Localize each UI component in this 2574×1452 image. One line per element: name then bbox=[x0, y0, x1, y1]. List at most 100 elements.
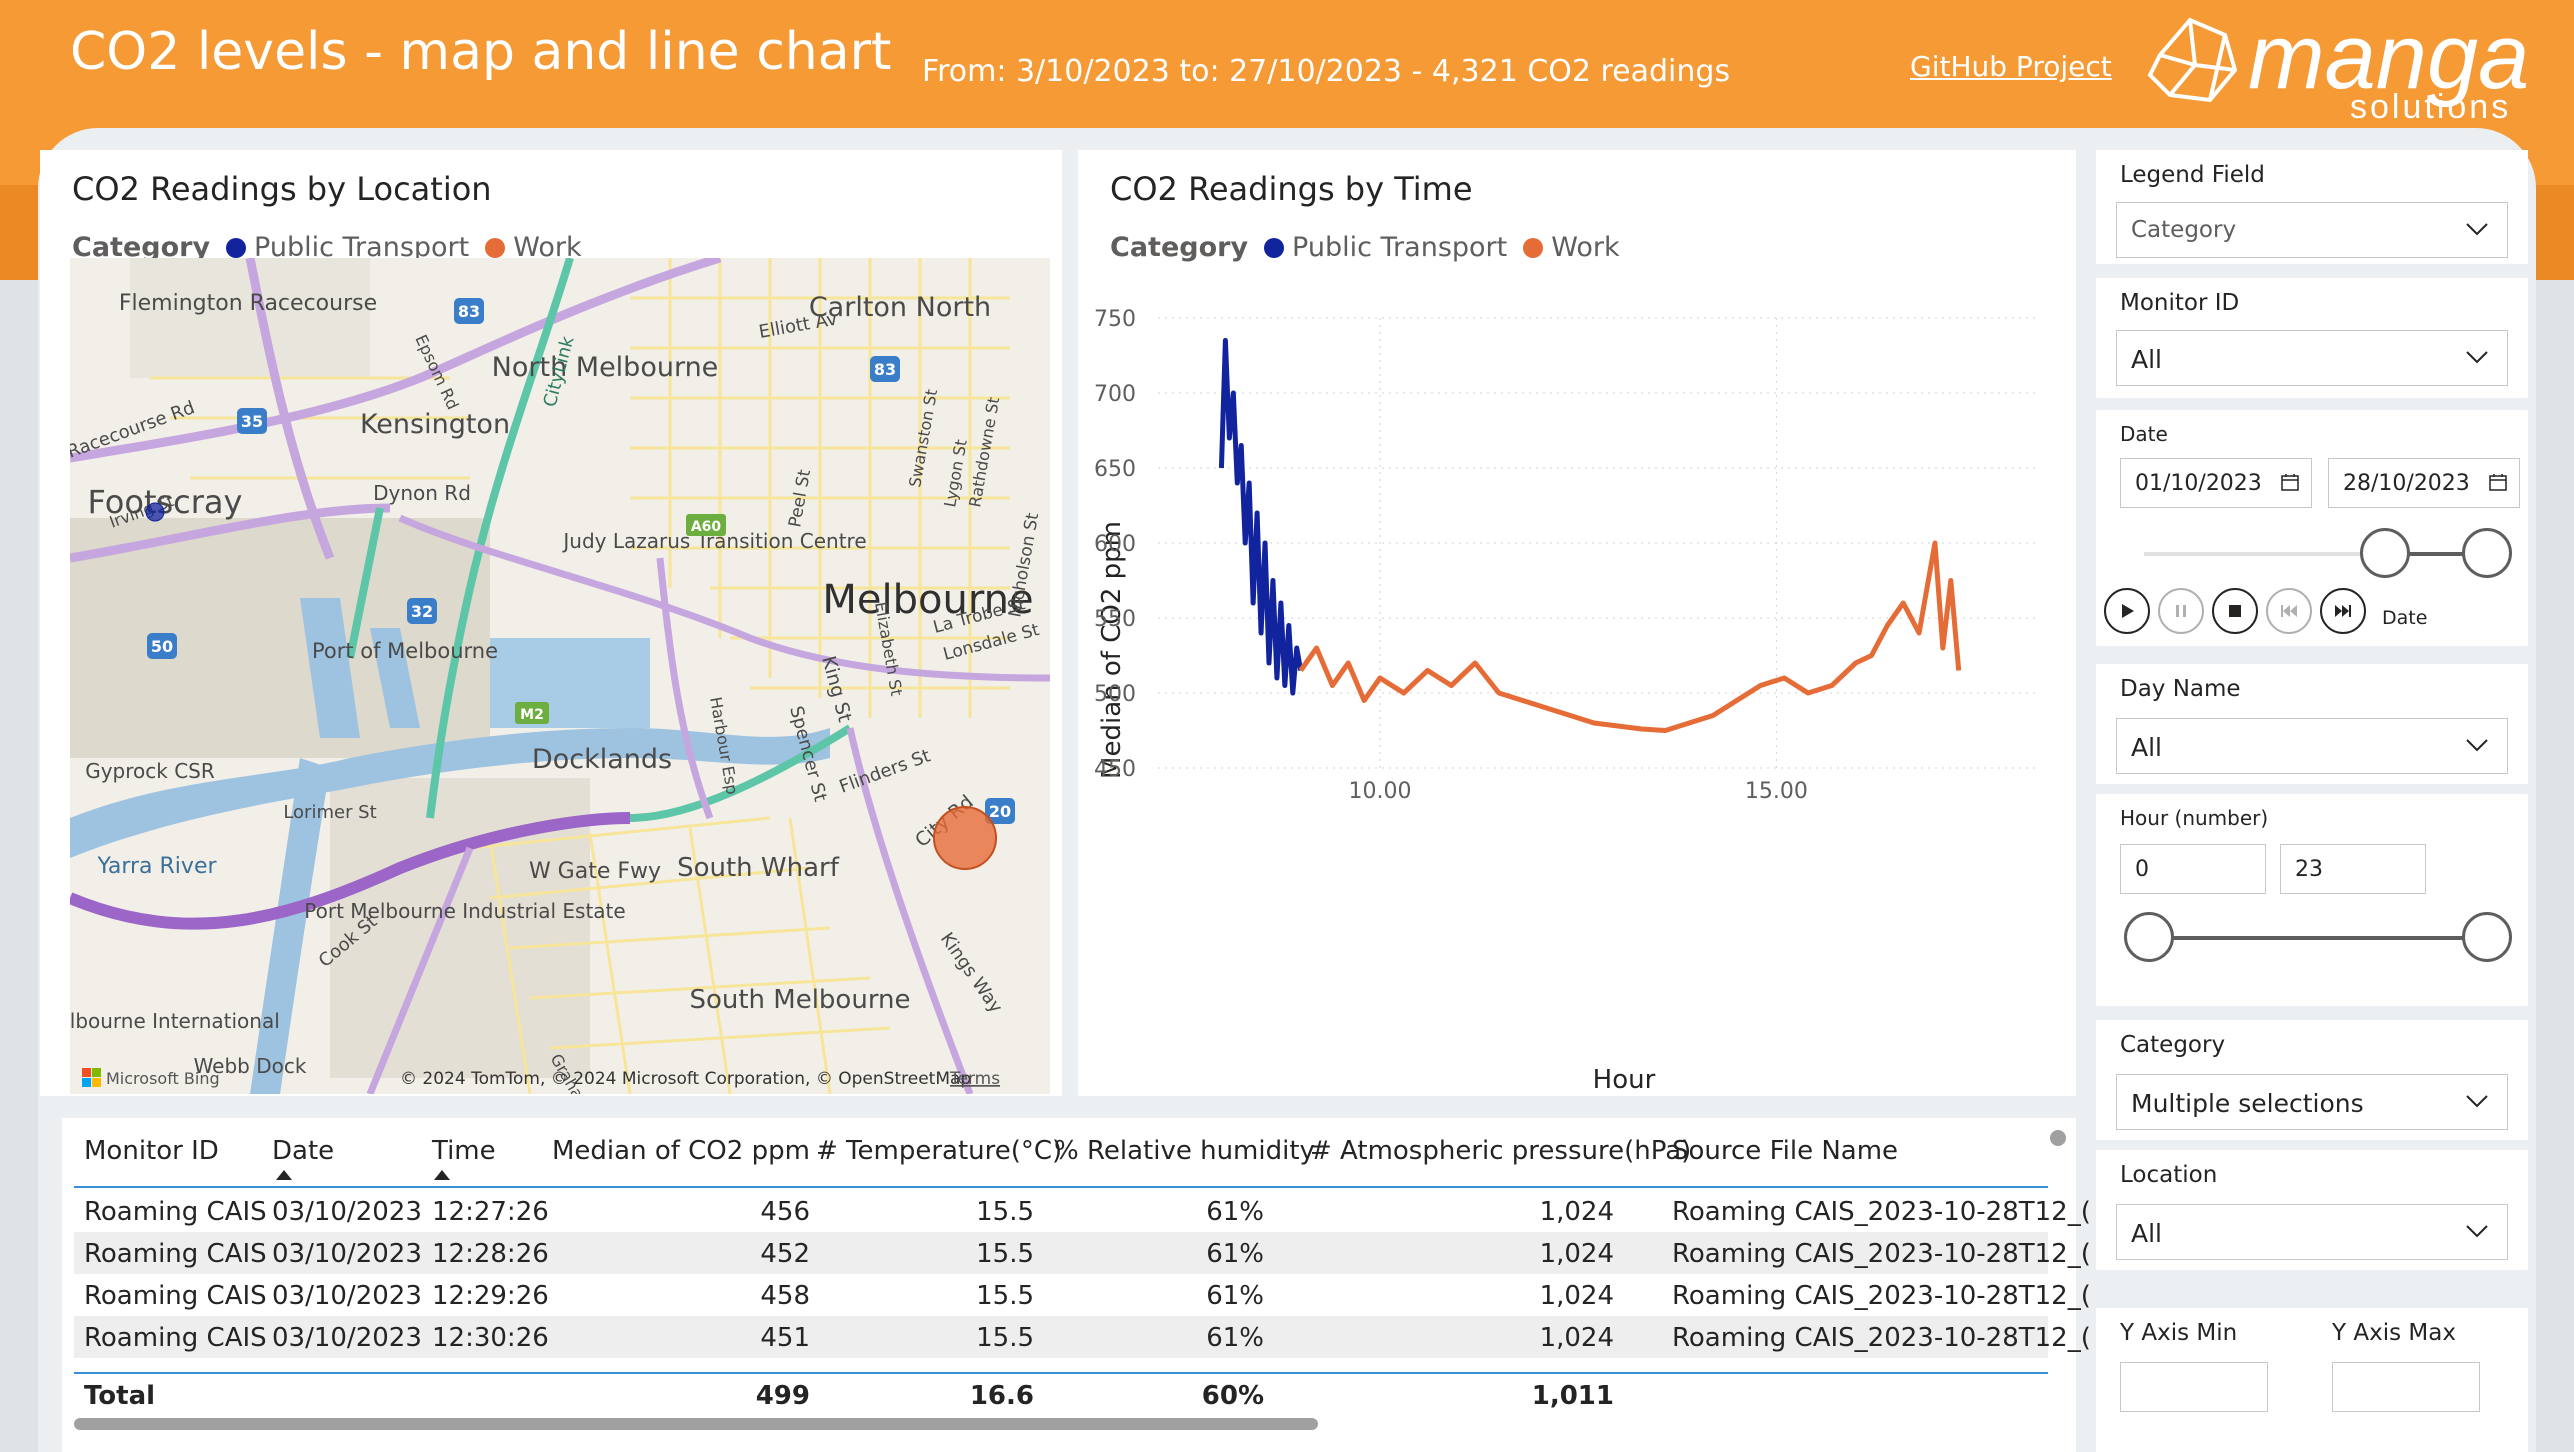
y-axis-min-title: Y Axis Min bbox=[2120, 1320, 2238, 1346]
map-label-flemington: Flemington Racecourse bbox=[119, 291, 377, 316]
location-title: Location bbox=[2120, 1162, 2218, 1188]
map-bubble-work[interactable] bbox=[933, 806, 997, 870]
manga-logo-mark-icon bbox=[2147, 17, 2238, 103]
hour-title: Hour (number) bbox=[2120, 806, 2269, 830]
map-label-port-melbourne: Port Melbourne Industrial Estate bbox=[304, 899, 625, 923]
hour-max-input[interactable]: 23 bbox=[2280, 844, 2426, 894]
location-dropdown[interactable]: All bbox=[2116, 1204, 2508, 1260]
y-axis-max-input[interactable] bbox=[2332, 1362, 2480, 1412]
date-slider-track[interactable] bbox=[2144, 552, 2486, 556]
road-shield-icon: M2 bbox=[515, 702, 549, 724]
table-row[interactable]: Roaming CAIS 03/10/2023 12:30:26 451 15.5 61%… bbox=[74, 1316, 2091, 1358]
hour-slider-track[interactable] bbox=[2150, 936, 2486, 940]
series-line-work[interactable] bbox=[1298, 540, 1962, 733]
map-bing-text: Microsoft Bing bbox=[106, 1069, 220, 1088]
data-table-card bbox=[62, 1118, 2076, 1452]
legend-field-dropdown[interactable]: Category bbox=[2116, 202, 2508, 258]
legend-dot-public-transport-icon bbox=[226, 237, 247, 258]
cell-temperature: 15.5 bbox=[976, 1239, 1034, 1269]
total-divider bbox=[74, 1372, 2048, 1374]
col-source-file[interactable]: Source File Name bbox=[1672, 1136, 1899, 1166]
road-shield-icon: 35 bbox=[237, 408, 267, 434]
col-median-co2[interactable]: Median of CO2 ppm bbox=[552, 1136, 810, 1166]
total-pressure: 1,011 bbox=[1531, 1381, 1614, 1411]
table-row[interactable]: Roaming CAIS 03/10/2023 12:28:26 452 15.5 61%… bbox=[74, 1232, 2091, 1274]
next-button[interactable] bbox=[2320, 588, 2366, 634]
date-slider-range bbox=[2386, 552, 2486, 556]
date-slicer: Date 01/10/2023 28/10/2023 bbox=[2096, 410, 2528, 646]
line-legend-label: Category bbox=[1110, 232, 1249, 263]
play-button[interactable] bbox=[2104, 588, 2150, 634]
cell-co2: 458 bbox=[760, 1281, 810, 1311]
scroll-indicator-icon[interactable] bbox=[2048, 1128, 2068, 1148]
cell-source-file: Roaming CAIS_2023-10-28T12_( bbox=[1672, 1323, 2091, 1353]
date-to-input[interactable]: 28/10/2023 bbox=[2328, 458, 2520, 508]
table-row[interactable]: Roaming CAIS 03/10/2023 12:29:26 458 15.5 61%… bbox=[74, 1274, 2091, 1316]
header-divider bbox=[74, 1186, 2048, 1188]
line-chart-plot[interactable]: Median of CO2 ppm Hour 750 700 650 600 550 50… bbox=[1078, 260, 2076, 1096]
sort-asc-icon[interactable] bbox=[432, 1168, 452, 1182]
map-label-docklands: Docklands bbox=[532, 744, 672, 775]
cell-pressure: 1,024 bbox=[1539, 1197, 1614, 1227]
map-legend-public-transport[interactable]: Public Transport bbox=[254, 232, 470, 263]
hour-slider-end-handle[interactable] bbox=[2462, 912, 2512, 962]
hour-slider-start-handle[interactable] bbox=[2124, 912, 2174, 962]
cell-pressure: 1,024 bbox=[1539, 1239, 1614, 1269]
line-chart-card: CO2 Readings by Time Category Public Tra… bbox=[1078, 150, 2076, 1096]
svg-text:A60: A60 bbox=[691, 519, 722, 535]
monitor-id-title: Monitor ID bbox=[2120, 290, 2240, 316]
pause-button[interactable] bbox=[2158, 588, 2204, 634]
col-monitor-id[interactable]: Monitor ID bbox=[84, 1136, 219, 1166]
calendar-icon[interactable] bbox=[2487, 471, 2509, 493]
stop-button[interactable] bbox=[2212, 588, 2258, 634]
series-line-public-transport[interactable] bbox=[1218, 338, 1304, 696]
cell-pressure: 1,024 bbox=[1539, 1281, 1614, 1311]
day-name-dropdown[interactable]: All bbox=[2116, 718, 2508, 774]
horizontal-scrollbar[interactable] bbox=[74, 1418, 1318, 1430]
date-slider-start-handle[interactable] bbox=[2360, 528, 2410, 578]
map-label-lorimer-st: Lorimer St bbox=[283, 802, 376, 823]
col-time[interactable]: Time bbox=[432, 1136, 496, 1166]
map-legend-work[interactable]: Work bbox=[513, 232, 582, 263]
y-axis-range-slicer: Y Axis Min Y Axis Max bbox=[2096, 1308, 2528, 1452]
svg-text:M2: M2 bbox=[520, 707, 544, 723]
table-row[interactable]: Roaming CAIS 03/10/2023 12:27:26 456 15.5 61%… bbox=[74, 1190, 2091, 1232]
col-pressure[interactable]: # Atmospheric pressure(hPa) bbox=[1310, 1136, 1692, 1166]
map-legend-label: Category bbox=[72, 232, 211, 263]
date-slider-end-handle[interactable] bbox=[2462, 528, 2512, 578]
y-tick-label: 650 bbox=[1094, 457, 1136, 482]
y-axis-min-input[interactable] bbox=[2120, 1362, 2268, 1412]
col-date[interactable]: Date bbox=[272, 1136, 335, 1166]
play-icon bbox=[2122, 604, 2134, 618]
cell-humidity: 61% bbox=[1206, 1281, 1264, 1311]
hour-min-input[interactable]: 0 bbox=[2120, 844, 2266, 894]
date-from-input[interactable]: 01/10/2023 bbox=[2120, 458, 2312, 508]
hour-min-value: 0 bbox=[2135, 857, 2149, 882]
day-name-value: All bbox=[2131, 733, 2162, 762]
col-temperature[interactable]: # Temperature(°C) bbox=[816, 1136, 1063, 1166]
map-label-dynon-rd: Dynon Rd bbox=[373, 481, 471, 505]
y-axis-label: Median of CO2 ppm bbox=[1097, 521, 1127, 779]
map-canvas[interactable]: Flemington Racecourse Carlton North Nort… bbox=[70, 258, 1050, 1094]
sort-asc-icon[interactable] bbox=[274, 1168, 294, 1182]
cell-time: 12:30:26 bbox=[432, 1323, 549, 1353]
line-legend-public-transport[interactable]: Public Transport bbox=[1292, 232, 1508, 263]
calendar-icon[interactable] bbox=[2279, 471, 2301, 493]
github-link[interactable]: GitHub Project bbox=[1910, 50, 2112, 83]
cell-temperature: 15.5 bbox=[976, 1281, 1034, 1311]
cell-humidity: 61% bbox=[1206, 1239, 1264, 1269]
cell-co2: 456 bbox=[760, 1197, 810, 1227]
road-shield-icon: 83 bbox=[870, 356, 900, 382]
line-legend-work[interactable]: Work bbox=[1551, 232, 1620, 263]
col-humidity[interactable]: % Relative humidity bbox=[1054, 1136, 1315, 1166]
previous-button[interactable] bbox=[2266, 588, 2312, 634]
legend-dot-public-transport-icon bbox=[1264, 237, 1285, 258]
map-terms-link[interactable]: Terms bbox=[949, 1069, 1000, 1089]
map-bubble-public-transport[interactable] bbox=[145, 502, 165, 522]
category-dropdown[interactable]: Multiple selections bbox=[2116, 1074, 2508, 1130]
bing-logo-icon bbox=[82, 1068, 101, 1087]
cell-date: 03/10/2023 bbox=[272, 1197, 422, 1227]
svg-text:83: 83 bbox=[874, 360, 896, 379]
location-slicer: Location All bbox=[2096, 1150, 2528, 1270]
monitor-id-dropdown[interactable]: All bbox=[2116, 330, 2508, 386]
